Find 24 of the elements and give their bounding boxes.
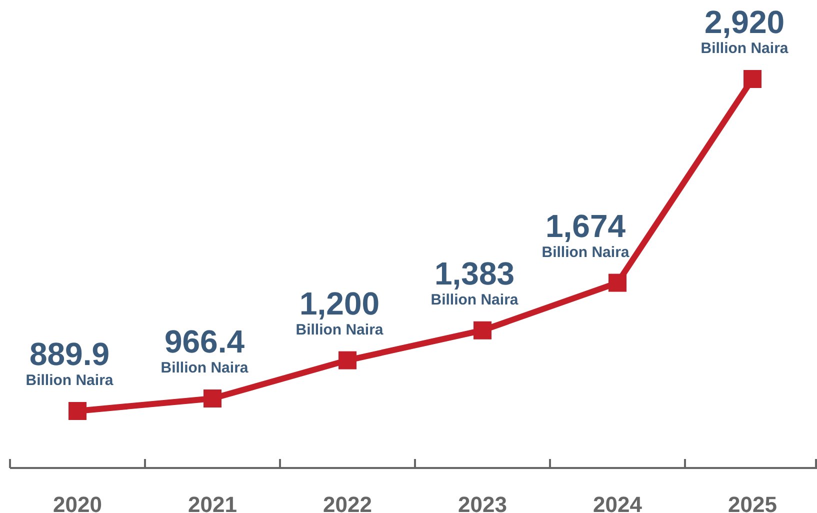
- x-tick-label: 2022: [323, 492, 372, 513]
- data-label: 1,200: [299, 285, 380, 322]
- annotation: Billion Naira: [700, 40, 789, 57]
- annotation: Billion Naira: [160, 359, 249, 376]
- data-label: 2,920: [704, 4, 785, 40]
- x-tick-label: 2024: [593, 492, 643, 513]
- x-tick-label: 2021: [188, 492, 237, 513]
- data-label: 1,674: [545, 208, 626, 244]
- point: [68, 402, 86, 420]
- x-tick-label: 2025: [728, 492, 777, 513]
- point: [744, 70, 762, 88]
- point: [338, 351, 356, 370]
- point: [474, 321, 492, 340]
- point: [204, 389, 222, 408]
- annotation: Billion Naira: [542, 244, 630, 261]
- annotation: Billion Naira: [430, 291, 519, 308]
- data-label: 966.4: [164, 323, 245, 360]
- point: [608, 274, 626, 292]
- annotation: Billion Naira: [296, 321, 384, 338]
- x-tick-label: 2020: [53, 492, 102, 513]
- data-label: 1,383: [434, 255, 515, 292]
- x-tick-label: 2023: [458, 492, 507, 513]
- data-label: 889.9: [29, 336, 110, 372]
- annotation: Billion Naira: [26, 372, 114, 389]
